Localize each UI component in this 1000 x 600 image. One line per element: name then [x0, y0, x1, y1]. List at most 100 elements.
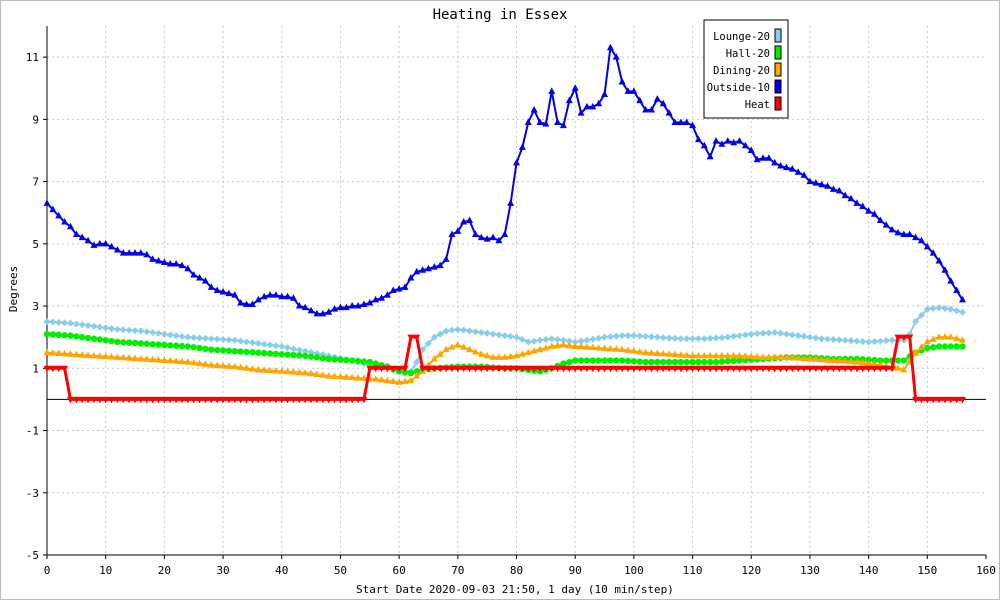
data-point-lounge-20	[612, 332, 620, 340]
data-point-outside-10	[800, 171, 808, 178]
data-point-dining-20	[166, 356, 174, 364]
data-point-heat	[119, 396, 127, 404]
data-point-lounge-20	[430, 333, 438, 341]
y-tick-label: -1	[26, 425, 39, 438]
data-point-hall-20	[959, 343, 966, 350]
data-point-dining-20	[72, 350, 80, 358]
data-point-lounge-20	[55, 318, 63, 326]
x-tick-label: 110	[683, 564, 703, 577]
data-point-heat	[900, 334, 908, 342]
data-point-outside-10	[841, 191, 849, 199]
data-point-hall-20	[290, 351, 297, 359]
data-point-dining-20	[530, 347, 538, 354]
data-point-outside-10	[571, 84, 579, 91]
data-point-outside-10	[747, 146, 755, 153]
data-point-hall-20	[184, 343, 192, 350]
data-point-hall-20	[296, 352, 303, 359]
data-point-outside-10	[90, 241, 98, 248]
data-point-hall-20	[302, 352, 309, 360]
data-point-heat	[149, 396, 157, 404]
data-point-hall-20	[695, 358, 702, 366]
data-point-heat	[559, 365, 567, 373]
data-point-lounge-20	[712, 334, 720, 342]
data-point-heat	[929, 396, 937, 404]
data-point-lounge-20	[43, 318, 51, 326]
data-point-dining-20	[601, 344, 609, 351]
data-point-heat	[454, 365, 462, 373]
data-point-outside-10	[665, 109, 673, 116]
data-point-dining-20	[706, 351, 714, 359]
data-point-dining-20	[325, 372, 333, 379]
data-point-lounge-20	[219, 336, 227, 344]
y-tick-label: 1	[32, 362, 39, 375]
y-tick-label: 5	[32, 238, 39, 251]
data-point-hall-20	[642, 358, 649, 366]
data-point-hall-20	[354, 357, 362, 365]
data-point-outside-10	[43, 199, 51, 206]
data-point-heat	[243, 396, 251, 404]
data-point-lounge-20	[947, 305, 955, 313]
data-point-outside-10	[583, 102, 591, 110]
data-point-heat	[342, 396, 350, 404]
data-point-outside-10	[771, 158, 779, 166]
data-point-dining-20	[131, 354, 139, 362]
data-point-dining-20	[289, 368, 297, 375]
data-point-hall-20	[231, 347, 238, 355]
x-tick-label: 140	[859, 564, 879, 577]
data-point-dining-20	[319, 371, 327, 378]
data-point-heat	[847, 365, 855, 373]
data-point-dining-20	[642, 348, 650, 356]
data-point-heat	[483, 365, 491, 373]
data-point-outside-10	[876, 216, 884, 223]
data-point-outside-10	[471, 230, 479, 237]
data-point-lounge-20	[888, 336, 896, 344]
chart-title: Heating in Essex	[433, 7, 568, 23]
data-point-heat	[84, 396, 92, 404]
data-point-lounge-20	[178, 332, 186, 340]
data-point-outside-10	[636, 96, 644, 104]
data-point-lounge-20	[741, 331, 749, 339]
data-point-heat	[777, 365, 785, 373]
data-point-outside-10	[413, 267, 421, 275]
data-point-lounge-20	[454, 325, 462, 333]
data-point-hall-20	[618, 357, 626, 364]
data-point-outside-10	[254, 295, 262, 303]
data-point-hall-20	[137, 340, 145, 347]
data-point-dining-20	[172, 357, 180, 364]
data-point-outside-10	[953, 286, 961, 293]
data-point-dining-20	[689, 351, 697, 359]
data-point-lounge-20	[912, 318, 920, 326]
data-point-heat	[812, 365, 820, 373]
y-tick-label: 9	[32, 113, 39, 126]
data-point-hall-20	[560, 360, 567, 367]
data-point-heat	[788, 365, 796, 373]
data-point-dining-20	[102, 352, 110, 360]
data-point-heat	[278, 396, 286, 404]
data-point-outside-10	[219, 288, 227, 295]
axes: 0 10 20 30 40 50 60 70 80 90 100 110 120 130 140 150 160…	[26, 26, 996, 577]
data-point-heat	[190, 396, 198, 404]
data-point-lounge-20	[700, 335, 708, 343]
data-point-dining-20	[835, 356, 843, 364]
data-point-outside-10	[683, 118, 691, 125]
data-point-lounge-20	[718, 334, 726, 342]
data-point-dining-20	[624, 346, 632, 353]
data-point-hall-20	[689, 358, 696, 366]
data-point-outside-10	[436, 261, 444, 269]
data-point-lounge-20	[818, 335, 826, 343]
data-point-hall-20	[947, 343, 954, 350]
y-tick-label: 7	[32, 176, 39, 189]
data-point-dining-20	[912, 348, 920, 356]
data-point-lounge-20	[501, 332, 509, 340]
data-point-hall-20	[260, 349, 268, 357]
data-point-heat	[700, 365, 708, 373]
data-point-dining-20	[55, 349, 63, 357]
data-point-heat	[372, 365, 380, 373]
data-point-lounge-20	[295, 346, 303, 354]
data-point-outside-10	[618, 78, 626, 85]
data-point-heat	[61, 365, 69, 373]
data-point-lounge-20	[870, 337, 878, 345]
y-tick-label: -3	[26, 487, 39, 500]
data-point-hall-20	[871, 356, 878, 364]
data-point-lounge-20	[777, 329, 785, 337]
